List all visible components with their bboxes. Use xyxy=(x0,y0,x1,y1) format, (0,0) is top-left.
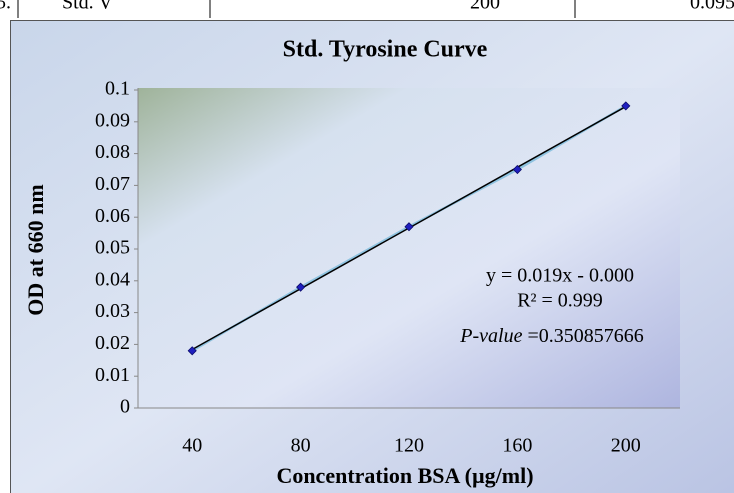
plot-area xyxy=(138,88,680,408)
marker xyxy=(187,346,197,356)
y-tick-label: 0.1 xyxy=(105,78,130,100)
x-tick-label: 80 xyxy=(291,435,311,457)
marker xyxy=(296,282,306,292)
y-tick-label: 0.04 xyxy=(95,268,130,290)
annotation: y = 0.019x - 0.000 xyxy=(486,265,634,287)
x-tick-label: 160 xyxy=(502,435,532,457)
table-cell: 0.095 xyxy=(690,0,734,14)
x-tick-label: 40 xyxy=(182,435,202,457)
chart-title: Std. Tyrosine Curve xyxy=(283,37,488,63)
y-tick-label: 0 xyxy=(120,396,130,418)
marker xyxy=(512,164,522,175)
y-tick-label: 0.08 xyxy=(95,141,130,163)
y-tick-label: 0.05 xyxy=(95,237,130,259)
y-tick-label: 0.02 xyxy=(95,332,130,354)
table-cell: 200 xyxy=(470,0,500,14)
table-cell: Std. V xyxy=(62,0,113,14)
y-tick-label: 0.06 xyxy=(95,205,130,227)
marker xyxy=(621,101,631,111)
y-tick-label: 0.09 xyxy=(95,109,130,131)
p-value-label: P-value xyxy=(459,325,522,347)
y-tick-label: 0.07 xyxy=(95,173,130,195)
table-row: 5. Std. V 200 0.095 xyxy=(0,0,734,18)
x-tick-label: 120 xyxy=(394,435,424,457)
x-tick-label: 200 xyxy=(611,435,641,457)
y-axis-label: OD at 660 nm xyxy=(23,184,48,315)
p-value-text: =0.350857666 xyxy=(522,325,643,347)
annotation: P-value =0.350857666 xyxy=(459,325,643,347)
annotation: R² = 0.999 xyxy=(517,290,603,312)
marker xyxy=(404,222,414,232)
y-tick-label: 0.01 xyxy=(95,364,130,386)
x-axis-label: Concentration BSA (µg/ml) xyxy=(276,463,533,488)
table-cell: 5. xyxy=(0,0,11,14)
y-tick-label: 0.03 xyxy=(95,300,130,322)
